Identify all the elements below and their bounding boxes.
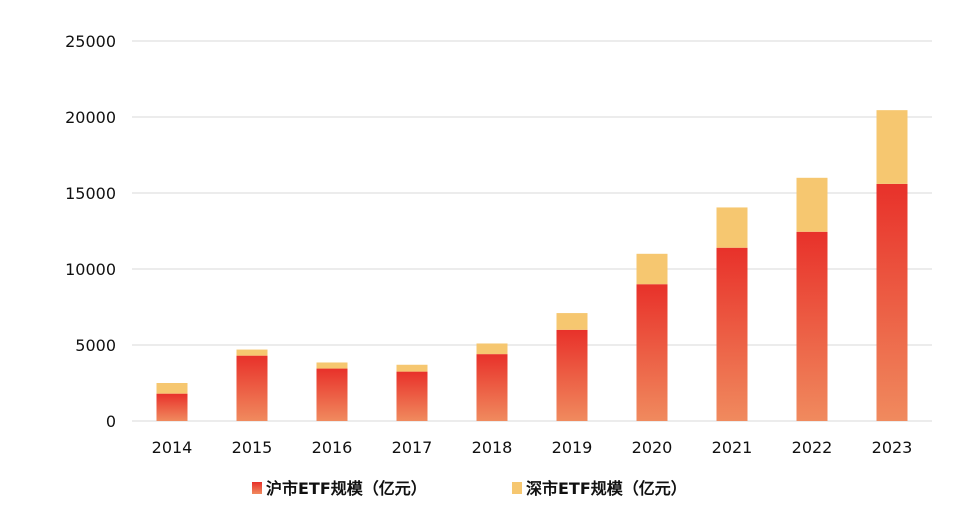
y-axis-ticks: 0 5000 10000 15000 20000 25000 — [65, 32, 116, 431]
bar-sh-2016 — [316, 368, 348, 421]
bar-sh-2017 — [396, 371, 428, 421]
x-tick-label: 2018 — [472, 438, 513, 457]
legend: 沪市ETF规模（亿元） 深市ETF规模（亿元） — [252, 479, 687, 498]
legend-swatch-sz — [512, 482, 522, 494]
bar-sh-2022 — [796, 231, 828, 421]
legend-label-sh: 沪市ETF规模（亿元） — [266, 479, 427, 498]
bar-sh-2020 — [636, 284, 668, 421]
bar-sz-2023 — [876, 110, 908, 184]
x-tick-label: 2023 — [872, 438, 913, 457]
x-tick-label: 2017 — [392, 438, 433, 457]
bar-sz-2021 — [716, 207, 748, 248]
bar-sh-2021 — [716, 247, 748, 421]
y-tick-label: 10000 — [65, 260, 116, 279]
y-tick-label: 20000 — [65, 108, 116, 127]
bar-sh-2014 — [156, 393, 188, 421]
bar-sh-2019 — [556, 329, 588, 421]
bar-sz-2018 — [476, 343, 508, 355]
y-tick-label: 0 — [106, 412, 116, 431]
x-tick-label: 2019 — [552, 438, 593, 457]
y-tick-label: 5000 — [75, 336, 116, 355]
y-tick-label: 25000 — [65, 32, 116, 51]
legend-label-sz: 深市ETF规模（亿元） — [526, 479, 687, 498]
y-tick-label: 15000 — [65, 184, 116, 203]
bar-sz-2014 — [156, 383, 188, 394]
x-axis-ticks: 2014 2015 2016 2017 2018 2019 2020 2021 2022 2023 — [152, 438, 913, 457]
legend-swatch-sh — [252, 482, 262, 494]
x-tick-label: 2015 — [232, 438, 273, 457]
x-tick-label: 2022 — [792, 438, 833, 457]
bar-sh-2015 — [236, 355, 268, 421]
bars — [156, 110, 908, 421]
bar-sz-2019 — [556, 313, 588, 330]
x-tick-label: 2016 — [312, 438, 353, 457]
x-tick-label: 2020 — [632, 438, 673, 457]
bar-sz-2017 — [396, 364, 428, 372]
bar-sz-2020 — [636, 253, 668, 285]
bar-sz-2015 — [236, 349, 268, 356]
bar-sz-2016 — [316, 362, 348, 369]
bar-sh-2023 — [876, 183, 908, 421]
x-tick-label: 2014 — [152, 438, 193, 457]
x-tick-label: 2021 — [712, 438, 753, 457]
bar-sh-2018 — [476, 354, 508, 421]
bar-sz-2022 — [796, 177, 828, 232]
